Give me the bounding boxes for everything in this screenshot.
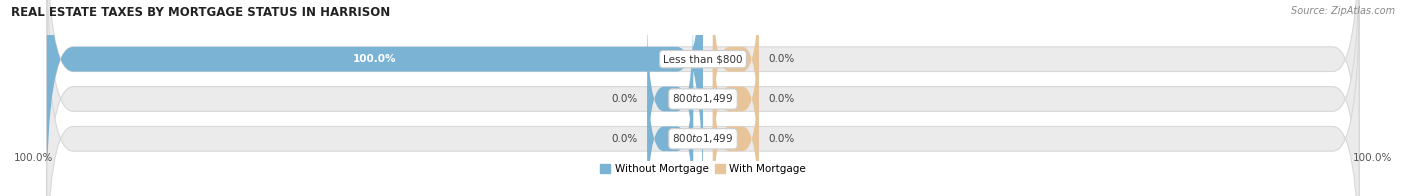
Text: $800 to $1,499: $800 to $1,499 (672, 93, 734, 105)
FancyBboxPatch shape (647, 52, 693, 196)
FancyBboxPatch shape (713, 12, 759, 186)
FancyBboxPatch shape (46, 0, 1360, 196)
Text: 100.0%: 100.0% (1353, 153, 1392, 163)
Text: 0.0%: 0.0% (612, 94, 637, 104)
FancyBboxPatch shape (713, 0, 759, 146)
Text: Source: ZipAtlas.com: Source: ZipAtlas.com (1291, 6, 1395, 16)
Text: 0.0%: 0.0% (769, 54, 794, 64)
FancyBboxPatch shape (46, 0, 703, 196)
Legend: Without Mortgage, With Mortgage: Without Mortgage, With Mortgage (596, 160, 810, 178)
Text: REAL ESTATE TAXES BY MORTGAGE STATUS IN HARRISON: REAL ESTATE TAXES BY MORTGAGE STATUS IN … (11, 6, 391, 19)
FancyBboxPatch shape (46, 0, 1360, 196)
Text: 0.0%: 0.0% (769, 94, 794, 104)
Text: 0.0%: 0.0% (612, 134, 637, 144)
Text: 0.0%: 0.0% (769, 134, 794, 144)
FancyBboxPatch shape (713, 52, 759, 196)
FancyBboxPatch shape (647, 12, 693, 186)
Text: 100.0%: 100.0% (353, 54, 396, 64)
Text: Less than $800: Less than $800 (664, 54, 742, 64)
Text: 100.0%: 100.0% (14, 153, 53, 163)
FancyBboxPatch shape (46, 0, 1360, 196)
Text: $800 to $1,499: $800 to $1,499 (672, 132, 734, 145)
